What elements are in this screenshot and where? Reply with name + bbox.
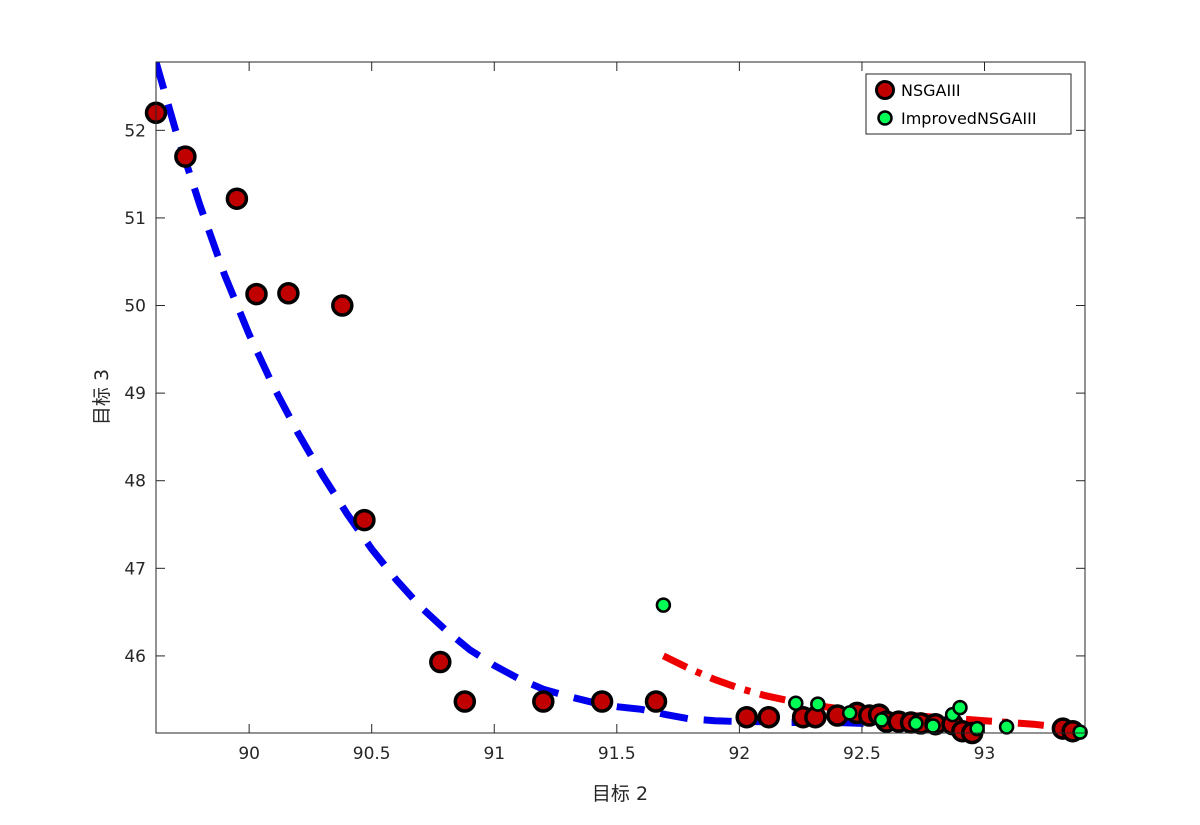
nsgaiii-point [453,690,477,713]
x-tick-label: 91.5 [598,744,636,764]
plot-area [156,62,1085,733]
y-tick-label: 51 [124,209,146,229]
x-tick-label: 93 [974,744,996,764]
y-tick-label: 50 [124,297,146,317]
legend-marker-nsgaiii [875,80,895,100]
improvednsgaiii-point [873,712,890,728]
improvednsgaiii-point [788,695,804,711]
nsgaiii-point [735,705,758,729]
legend-label-improvednsgaiii: ImprovedNSGAIII [901,109,1037,128]
nsgaiii-point [353,508,376,532]
nsgaiii-point [331,294,354,317]
x-tick-label: 90 [238,744,260,764]
nsgaiii-point [174,145,197,168]
nsgaiii-point [590,690,614,713]
legend-marker-improvednsgaiii [877,110,893,126]
nsgaiii-point [225,187,249,210]
x-axis-label: 目标 2 [592,783,648,805]
improvednsgaiii-point [655,597,672,613]
improvednsgaiii-point [969,720,985,737]
y-tick-label: 46 [124,647,146,667]
nsgaiii-point [429,650,452,674]
y-tick-label: 48 [124,472,146,492]
nsgaiii-point [245,282,268,306]
improvednsgaiii-point [810,696,826,712]
x-tick-label: 92 [729,744,751,764]
x-tick-label: 92.5 [843,744,881,764]
data-points [144,101,1088,745]
improvednsgaiii-point [908,715,924,732]
x-tick-label: 91 [483,744,505,764]
legend: NSGAIII ImprovedNSGAIII [865,73,1072,135]
x-axis-ticks: 90 90.5 91 91.5 92 92.5 93 [238,62,995,764]
legend-label-nsgaiii: NSGAIII [901,81,961,100]
improvednsgaiii-point [998,719,1015,735]
improvednsgaiii-point [841,705,858,721]
nsgaiii-point [532,690,555,713]
y-tick-label: 47 [124,559,146,579]
nsgaiii-point [757,705,781,729]
improvednsgaiii-point [1072,724,1088,740]
plot-frame [155,61,1086,734]
y-tick-label: 49 [124,384,146,404]
nsgaiii-point [277,282,300,305]
legend-box [865,73,1072,135]
x-tick-label: 90.5 [353,744,391,764]
y-axis-ticks: 46 47 48 49 50 51 52 [124,121,1085,667]
improvednsgaiii-point [925,718,941,734]
y-tick-label: 52 [124,121,146,141]
y-axis-label: 目标 3 [91,369,113,425]
improvednsgaiii-point [952,699,968,716]
nsgaiii-point [644,690,668,713]
